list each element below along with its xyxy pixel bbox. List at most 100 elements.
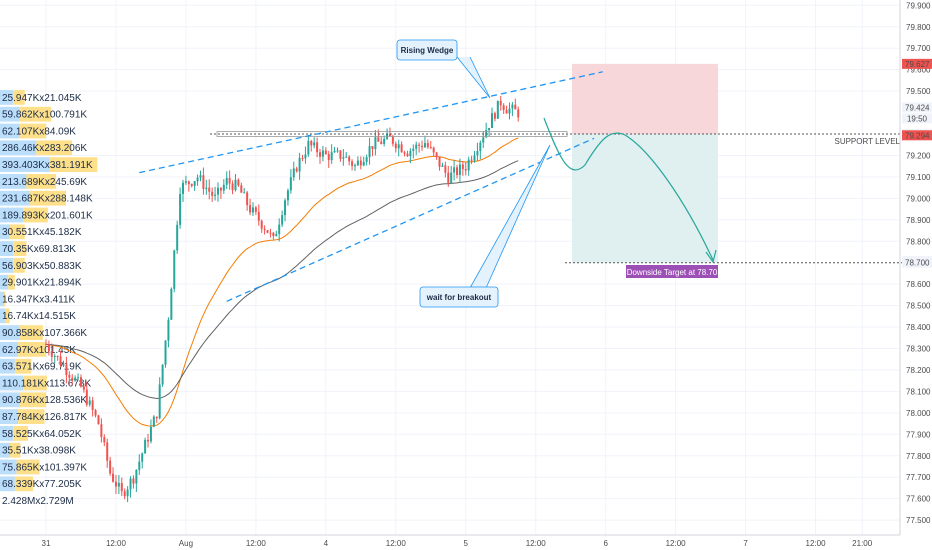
candle-body bbox=[269, 232, 272, 234]
price-tag-label: 78.700 bbox=[905, 259, 930, 268]
volume-profile: 25.947Kx21.045K 59.862Kx100.791K 62.107Kx8… bbox=[0, 90, 98, 507]
candle-body bbox=[254, 207, 257, 212]
candle-body bbox=[511, 104, 514, 109]
volume-sell-bar bbox=[13, 258, 25, 273]
volume-buy-bar bbox=[0, 476, 15, 492]
candle-body bbox=[176, 224, 179, 251]
candle-body bbox=[464, 169, 467, 171]
volume-buy-bar bbox=[0, 140, 37, 156]
candle-body bbox=[225, 177, 228, 185]
y-tick-label: 77.500 bbox=[906, 516, 931, 525]
candle-body bbox=[514, 104, 517, 110]
wedge-callout bbox=[396, 39, 458, 61]
volume-sell-bar bbox=[18, 342, 47, 357]
candle-body bbox=[362, 161, 365, 166]
countdown-label: 19:50 bbox=[907, 114, 928, 123]
candle-body bbox=[345, 156, 348, 158]
volume-buy-bar bbox=[0, 106, 20, 122]
x-tick-label: 12:00 bbox=[106, 539, 127, 548]
candle-body bbox=[234, 179, 237, 191]
volume-buy-bar bbox=[0, 426, 14, 441]
candle-body bbox=[409, 150, 412, 157]
candle-body bbox=[397, 144, 400, 149]
candle-body bbox=[208, 187, 211, 192]
candle-body bbox=[71, 377, 74, 381]
support-level-label: SUPPORT LEVEL bbox=[834, 137, 900, 146]
volume-sell-bar bbox=[29, 190, 66, 206]
volume-profile-label: 56.903Kx50.883K bbox=[2, 261, 82, 272]
candle-body bbox=[348, 156, 351, 162]
volume-profile-label: 110.181Kx113.678K bbox=[2, 378, 91, 389]
candle-body bbox=[53, 356, 56, 358]
volume-profile-label: 231.687Kx288.148K bbox=[2, 194, 93, 205]
candle-body bbox=[313, 142, 316, 146]
candle-body bbox=[155, 416, 158, 419]
countdown-tag bbox=[902, 113, 932, 124]
y-tick-label: 77.700 bbox=[906, 473, 931, 482]
candle-body bbox=[77, 377, 80, 379]
candle-body bbox=[336, 150, 339, 152]
y-tick-label: 79.000 bbox=[906, 194, 931, 203]
volume-buy-bar bbox=[0, 157, 50, 172]
candle-body bbox=[505, 109, 508, 114]
volume-sell-bar bbox=[19, 325, 43, 340]
drawings: SUPPORT LEVEL Rising Wedge wait for breako… bbox=[139, 39, 932, 308]
candle-body bbox=[286, 190, 289, 201]
volume-profile-label: 90.858Kx107.366K bbox=[2, 328, 87, 339]
price-tag-label: 79.424 bbox=[905, 103, 930, 112]
candle-body bbox=[117, 482, 120, 487]
breakout-callout bbox=[419, 286, 499, 308]
candle-body bbox=[56, 356, 59, 358]
candle-body bbox=[488, 127, 491, 130]
candle-body bbox=[438, 156, 441, 167]
candle-body bbox=[444, 165, 447, 173]
y-tick-label: 78.200 bbox=[906, 366, 931, 375]
candle-body bbox=[391, 135, 394, 144]
candle-body bbox=[85, 389, 88, 405]
candle-body bbox=[476, 151, 479, 156]
candle-body bbox=[182, 182, 185, 194]
price-tag bbox=[902, 58, 932, 69]
volume-profile-label: 2.428Mx2.729M bbox=[2, 496, 74, 507]
candle-body bbox=[237, 179, 240, 186]
candle-body bbox=[184, 181, 187, 183]
price-tag-label: 79.294 bbox=[905, 131, 930, 140]
candle-body bbox=[100, 424, 103, 438]
volume-buy-bar bbox=[0, 375, 24, 391]
volume-profile-label: 87.784Kx126.817K bbox=[2, 412, 87, 423]
candle-body bbox=[135, 469, 138, 484]
volume-profile-label: 25.947Kx21.045K bbox=[2, 93, 82, 104]
candle-body bbox=[91, 400, 94, 411]
candle-body bbox=[301, 157, 304, 159]
x-tick-label: 12:00 bbox=[806, 539, 827, 548]
volume-sell-bar bbox=[36, 140, 72, 156]
candle-body bbox=[251, 207, 254, 213]
candle-body bbox=[377, 137, 380, 142]
candle-body bbox=[196, 177, 199, 182]
candle-body bbox=[88, 400, 91, 405]
candle-body bbox=[365, 157, 368, 162]
candle-body bbox=[106, 442, 109, 461]
candle-body bbox=[421, 145, 424, 148]
x-tick-label: 12:00 bbox=[246, 539, 267, 548]
candle-body bbox=[82, 386, 85, 390]
volume-profile-label: 189.893Kx201.601K bbox=[2, 210, 93, 221]
candle-body bbox=[278, 224, 281, 235]
volume-sell-bar bbox=[8, 274, 15, 290]
candle-body bbox=[138, 461, 141, 470]
candle-body bbox=[152, 416, 155, 427]
volume-sell-bar bbox=[19, 392, 47, 408]
candle-body bbox=[193, 181, 196, 186]
candle-body bbox=[257, 211, 260, 221]
candle-body bbox=[473, 155, 476, 161]
candle-body bbox=[441, 165, 444, 167]
volume-profile-label: 63.571Kx69.719K bbox=[2, 362, 82, 373]
candle-body bbox=[199, 175, 202, 178]
candle-body bbox=[126, 489, 129, 497]
wedge-lower-line bbox=[226, 137, 595, 302]
volume-sell-bar bbox=[13, 90, 25, 105]
y-tick-label: 79.600 bbox=[906, 66, 931, 75]
volume-buy-bar bbox=[0, 224, 10, 240]
